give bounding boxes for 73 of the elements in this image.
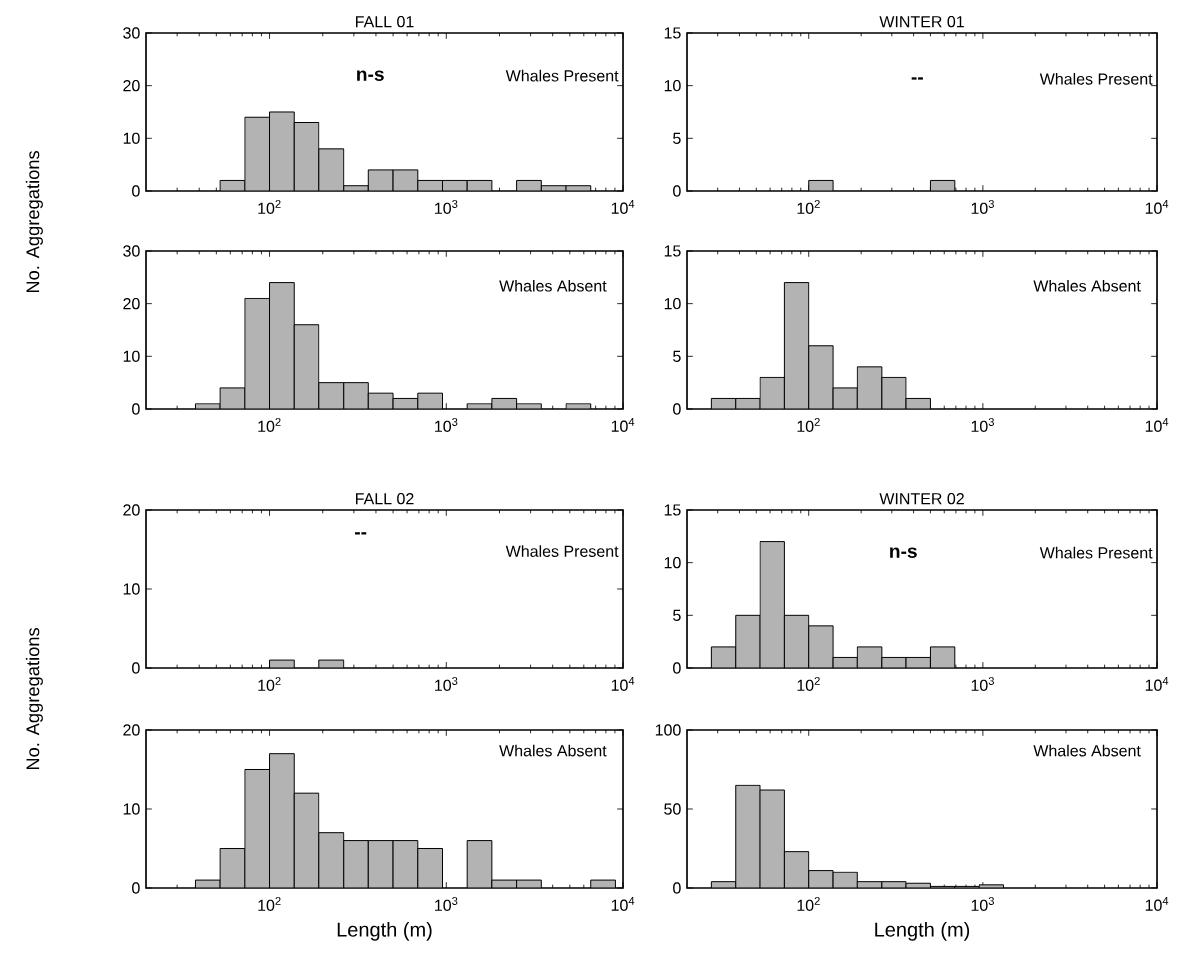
y-tick-label: 10 (664, 557, 681, 569)
y-tick-label: 10 (664, 79, 681, 92)
annotation: n-s (890, 547, 917, 558)
y-tick-label: 0 (673, 882, 681, 894)
x-tick-label: 10$^{3}$ (435, 676, 458, 692)
y-tick-label: 20 (123, 298, 140, 310)
y-axis-title: No. Aggregations (25, 150, 43, 293)
x-tick-label: 10$^{3}$ (971, 676, 994, 692)
x-tick-label: 10$^{4}$ (1145, 200, 1169, 214)
x-tick-label: 10$^{4}$ (1145, 418, 1169, 432)
annotation: Whales Present (505, 545, 619, 557)
y-tick-label: 10 (664, 297, 681, 310)
y-tick-label: 0 (132, 882, 140, 894)
chart-title: FALL 01 (356, 16, 414, 28)
y-tick-label: 30 (123, 27, 140, 39)
y-tick-label: 15 (664, 27, 681, 39)
x-tick-label: 10$^{3}$ (435, 199, 458, 215)
y-tick-label: 0 (673, 185, 681, 197)
annotation: Whales Absent (499, 279, 607, 292)
y-tick-label: 20 (123, 80, 140, 92)
y-tick-label: 0 (132, 185, 140, 197)
y-tick-label: 5 (673, 609, 681, 621)
annotation: Whales Present (1039, 546, 1153, 559)
x-tick-label: 10$^{2}$ (258, 199, 281, 215)
x-tick-label: 10$^{4}$ (1145, 897, 1169, 911)
y-tick-label: 10 (123, 350, 140, 362)
x-tick-label: 10$^{2}$ (797, 676, 820, 692)
x-tick-label: 10$^{4}$ (1145, 677, 1169, 691)
x-tick-label: 10$^{3}$ (971, 417, 994, 433)
annotation: -- (355, 532, 367, 535)
y-tick-label: 0 (673, 403, 681, 415)
x-tick-label: 10$^{2}$ (258, 417, 281, 433)
x-tick-label: 10$^{4}$ (611, 897, 635, 911)
y-tick-label: 0 (132, 403, 140, 415)
x-tick-label: 10$^{4}$ (611, 418, 635, 432)
y-tick-label: 30 (123, 245, 140, 257)
annotation: Whales Absent (1033, 279, 1141, 292)
y-tick-label: 0 (132, 662, 140, 674)
x-tick-label: 10$^{2}$ (797, 417, 820, 433)
x-tick-label: 10$^{2}$ (258, 896, 281, 912)
annotation: -- (911, 77, 923, 80)
y-tick-label: 0 (673, 662, 681, 674)
annotation: Whales Present (1039, 72, 1153, 85)
y-tick-label: 15 (664, 245, 681, 257)
y-tick-label: 5 (673, 350, 681, 362)
y-tick-label: 20 (123, 724, 140, 736)
y-axis-title: No. Aggregations (25, 627, 43, 770)
y-tick-label: 5 (673, 132, 681, 144)
x-tick-label: 10$^{4}$ (611, 200, 635, 214)
annotation: Whales Absent (1033, 744, 1141, 757)
x-tick-label: 10$^{4}$ (611, 677, 635, 691)
y-tick-label: 20 (123, 504, 140, 516)
x-axis-title: Length (m) (337, 922, 432, 941)
y-tick-label: 10 (123, 132, 140, 144)
x-tick-label: 10$^{3}$ (971, 896, 994, 912)
x-axis-title: Length (m) (875, 922, 970, 941)
annotation: Whales Present (505, 69, 619, 82)
y-tick-label: 15 (664, 504, 681, 516)
x-tick-label: 10$^{2}$ (258, 676, 281, 692)
x-tick-label: 10$^{2}$ (797, 199, 820, 215)
y-tick-label: 100 (655, 724, 681, 736)
chart-title: WINTER 02 (879, 493, 964, 505)
chart-title: FALL 02 (356, 493, 414, 505)
y-tick-label: 50 (664, 803, 681, 815)
annotation: n-s (357, 70, 384, 81)
y-tick-label: 10 (123, 803, 140, 815)
x-tick-label: 10$^{3}$ (971, 199, 994, 215)
x-tick-label: 10$^{2}$ (797, 896, 820, 912)
annotation: Whales Absent (499, 744, 607, 757)
x-tick-label: 10$^{3}$ (435, 417, 458, 433)
x-tick-label: 10$^{3}$ (435, 896, 458, 912)
chart-title: WINTER 01 (879, 16, 964, 28)
y-tick-label: 10 (123, 583, 140, 595)
